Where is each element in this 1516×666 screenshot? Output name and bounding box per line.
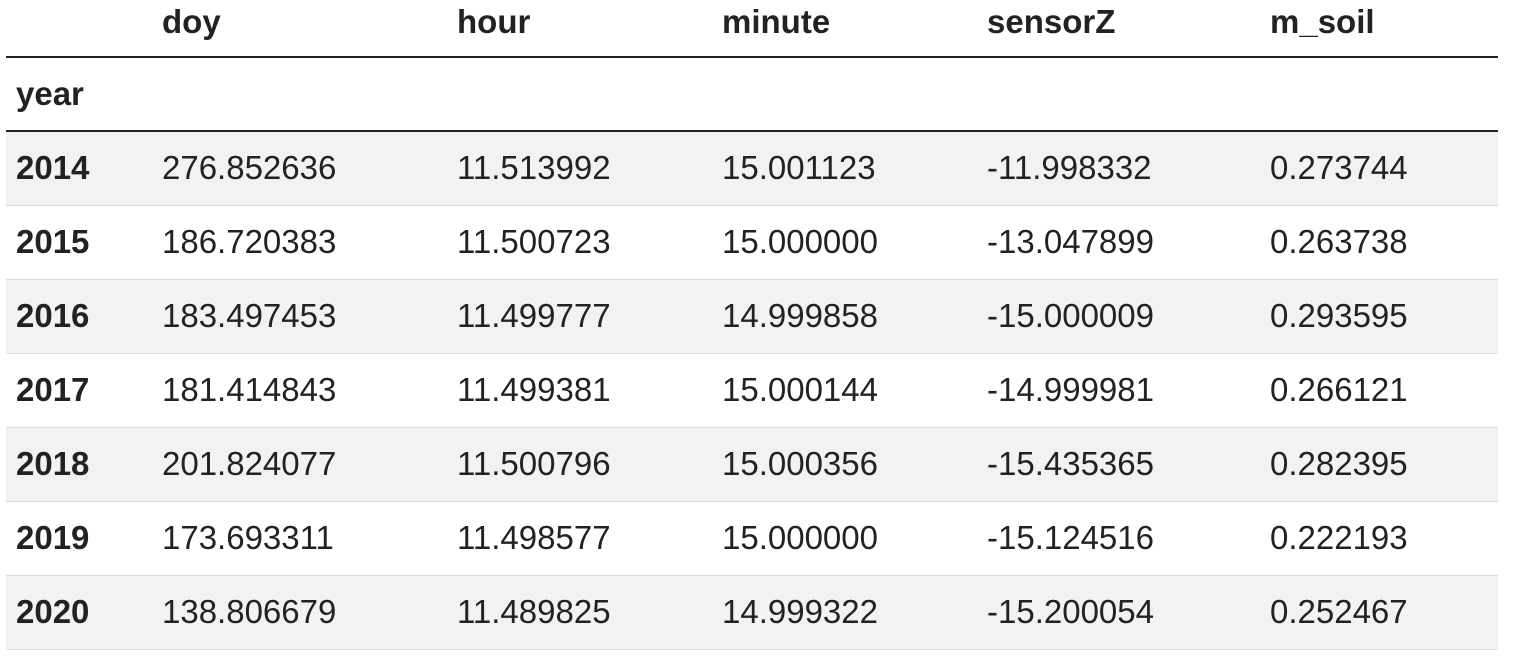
table-header: doy hour minute sensorZ m_soil year — [6, 0, 1498, 132]
cell-minute: 15.000144 — [712, 353, 977, 428]
cell-sensorz: -15.000009 — [977, 279, 1260, 354]
row-label-year: 2016 — [6, 279, 152, 354]
table-row: 2019 173.693311 11.498577 15.000000 -15.… — [6, 501, 1498, 576]
cell-m-soil: 0.282395 — [1260, 427, 1498, 502]
cell-m-soil: 0.293595 — [1260, 279, 1498, 354]
cell-sensorz: -11.998332 — [977, 131, 1260, 206]
column-header-minute: minute — [712, 0, 977, 58]
row-label-year: 2020 — [6, 575, 152, 650]
cell-doy: 138.806679 — [152, 575, 447, 650]
empty-cell — [152, 57, 447, 132]
cell-minute: 15.000000 — [712, 205, 977, 280]
cell-doy: 201.824077 — [152, 427, 447, 502]
empty-cell — [712, 57, 977, 132]
row-label-year: 2017 — [6, 353, 152, 428]
cell-doy: 186.720383 — [152, 205, 447, 280]
cell-sensorz: -15.124516 — [977, 501, 1260, 576]
cell-hour: 11.513992 — [447, 131, 712, 206]
row-label-year: 2015 — [6, 205, 152, 280]
cell-sensorz: -15.200054 — [977, 575, 1260, 650]
cell-m-soil: 0.252467 — [1260, 575, 1498, 650]
cell-minute: 15.000000 — [712, 501, 977, 576]
cell-hour: 11.500723 — [447, 205, 712, 280]
cell-hour: 11.499381 — [447, 353, 712, 428]
column-header-row: doy hour minute sensorZ m_soil — [6, 0, 1498, 58]
table-row: 2018 201.824077 11.500796 15.000356 -15.… — [6, 427, 1498, 502]
column-header-hour: hour — [447, 0, 712, 58]
cell-sensorz: -13.047899 — [977, 205, 1260, 280]
index-name: year — [6, 57, 152, 132]
cell-doy: 181.414843 — [152, 353, 447, 428]
dataframe-container: doy hour minute sensorZ m_soil year 2014… — [6, 0, 1498, 650]
empty-cell — [447, 57, 712, 132]
cell-minute: 14.999858 — [712, 279, 977, 354]
cell-doy: 183.497453 — [152, 279, 447, 354]
table-row: 2015 186.720383 11.500723 15.000000 -13.… — [6, 205, 1498, 280]
corner-cell — [6, 0, 152, 58]
table-row: 2020 138.806679 11.489825 14.999322 -15.… — [6, 575, 1498, 650]
column-header-m-soil: m_soil — [1260, 0, 1498, 58]
cell-m-soil: 0.263738 — [1260, 205, 1498, 280]
column-header-sensorz: sensorZ — [977, 0, 1260, 58]
index-name-row: year — [6, 57, 1498, 132]
cell-hour: 11.500796 — [447, 427, 712, 502]
cell-sensorz: -15.435365 — [977, 427, 1260, 502]
row-label-year: 2014 — [6, 131, 152, 206]
dataframe-table: doy hour minute sensorZ m_soil year 2014… — [6, 0, 1498, 650]
cell-hour: 11.499777 — [447, 279, 712, 354]
cell-m-soil: 0.266121 — [1260, 353, 1498, 428]
cell-hour: 11.489825 — [447, 575, 712, 650]
cell-sensorz: -14.999981 — [977, 353, 1260, 428]
empty-cell — [1260, 57, 1498, 132]
cell-hour: 11.498577 — [447, 501, 712, 576]
cell-minute: 15.000356 — [712, 427, 977, 502]
cell-m-soil: 0.273744 — [1260, 131, 1498, 206]
table-row: 2014 276.852636 11.513992 15.001123 -11.… — [6, 131, 1498, 206]
table-row: 2016 183.497453 11.499777 14.999858 -15.… — [6, 279, 1498, 354]
row-label-year: 2019 — [6, 501, 152, 576]
cell-minute: 15.001123 — [712, 131, 977, 206]
cell-doy: 173.693311 — [152, 501, 447, 576]
empty-cell — [977, 57, 1260, 132]
cell-m-soil: 0.222193 — [1260, 501, 1498, 576]
cell-minute: 14.999322 — [712, 575, 977, 650]
column-header-doy: doy — [152, 0, 447, 58]
cell-doy: 276.852636 — [152, 131, 447, 206]
table-row: 2017 181.414843 11.499381 15.000144 -14.… — [6, 353, 1498, 428]
table-body: 2014 276.852636 11.513992 15.001123 -11.… — [6, 131, 1498, 650]
row-label-year: 2018 — [6, 427, 152, 502]
